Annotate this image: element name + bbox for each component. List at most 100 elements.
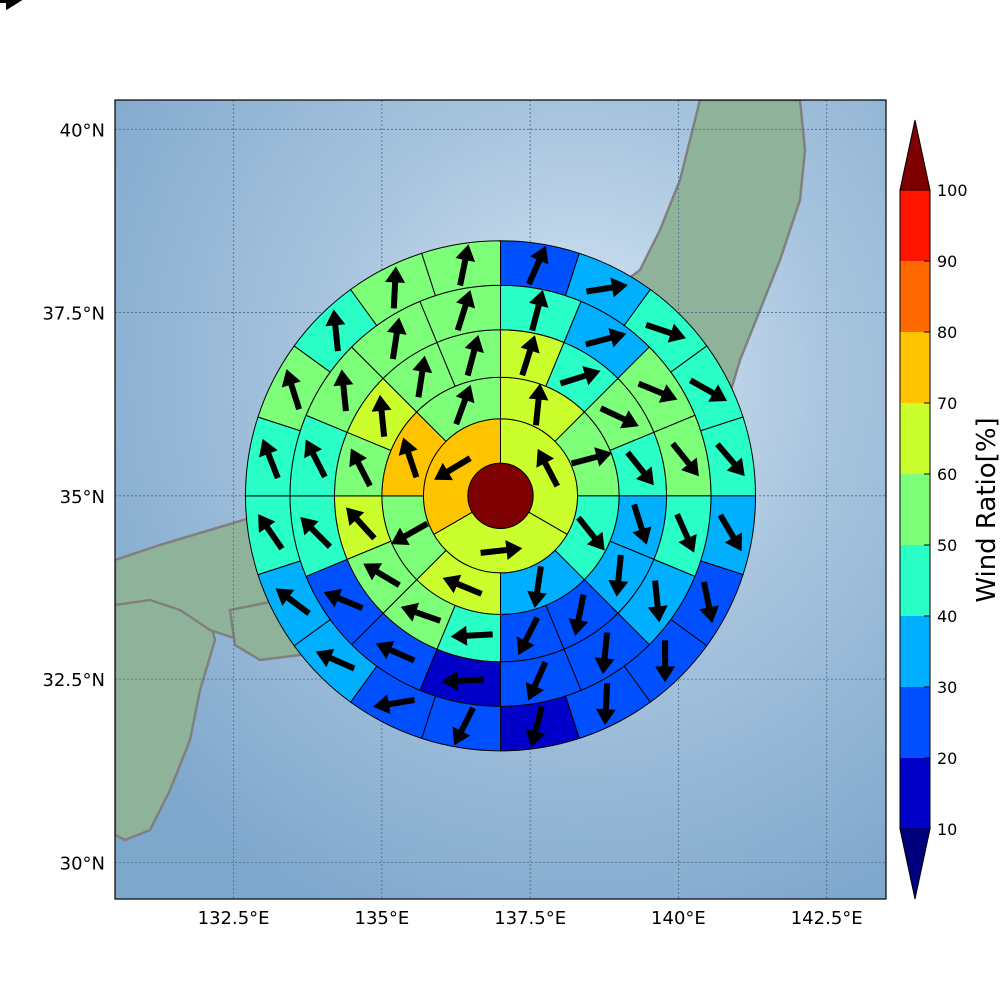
wind-arrow-r3-s5 xyxy=(631,503,652,545)
wind-arrow-r4-s8 xyxy=(525,661,549,701)
wind-arrow-r3-s8 xyxy=(516,616,540,656)
wind-arrow-r3-s9 xyxy=(450,625,493,646)
wind-arrow-r4-s11 xyxy=(323,588,364,611)
wind-arrow-r5-s15 xyxy=(258,514,285,551)
wind-arrow-r4-s9 xyxy=(441,670,484,691)
colorbar-segment-5 xyxy=(900,403,930,474)
wind-arrow-r5-s1 xyxy=(526,245,549,286)
wind-arrow-r5-s8 xyxy=(655,640,676,683)
map-panel[interactable] xyxy=(0,0,887,900)
wind-arrow-r2-s1 xyxy=(528,383,549,426)
wind-arrow-r2-s5 xyxy=(442,574,483,597)
colorbar-tick-label-0: 10 xyxy=(937,820,957,839)
wind-arrow-r3-s16 xyxy=(464,334,484,377)
wind-arrow-r5-s18 xyxy=(325,309,346,352)
wind-arrow-r1-s2 xyxy=(480,540,523,560)
wind-arrow-r6-s20 xyxy=(0,0,22,10)
center-cell xyxy=(467,462,534,529)
wind-arrow-r2-s2 xyxy=(570,447,613,467)
lat-tick-label-0: 30°N xyxy=(60,853,105,874)
wind-arrow-r5-s4 xyxy=(689,377,728,402)
wind-arrow-r5-s11 xyxy=(452,706,476,746)
wind-arrow-r3-s15 xyxy=(412,355,433,398)
wind-arrow-r4-s6 xyxy=(647,580,668,623)
wind-arrow-r4-s5 xyxy=(674,513,697,553)
wind-arrow-r3-s13 xyxy=(349,448,373,488)
wind-arrow-r5-s5 xyxy=(715,442,745,477)
wind-arrows xyxy=(0,0,745,748)
wind-arrow-r5-s19 xyxy=(385,266,406,309)
wind-arrow-r5-s7 xyxy=(699,581,719,624)
lon-tick-label-2: 137.5°E xyxy=(494,908,566,929)
lat-tick-label-2: 35°N xyxy=(60,487,105,508)
wind-arrow-r4-s4 xyxy=(670,441,699,477)
colorbar-tick-label-3: 40 xyxy=(937,607,957,626)
map-frame xyxy=(114,99,887,900)
wind-arrow-r3-s4 xyxy=(625,450,654,486)
colorbar-segment-4 xyxy=(900,474,930,545)
wind-arrow-r5-s2 xyxy=(585,277,628,298)
wind-arrow-r2-s7 xyxy=(398,437,420,479)
wind-arrow-r4-s15 xyxy=(386,317,407,360)
colorbar-tick-label-7: 80 xyxy=(937,323,957,342)
colorbar-title: Wind Ratio[%] xyxy=(972,417,1000,602)
wind-arrow-r3-s7 xyxy=(568,593,589,636)
colorbar-frame xyxy=(899,189,931,830)
lon-tick-label-3: 140°E xyxy=(651,908,706,929)
wind-arrow-r5-s17 xyxy=(281,369,302,411)
colorbar-segment-8 xyxy=(900,190,930,261)
wind-arrow-r3-s6 xyxy=(608,554,629,597)
wind-arrow-r5-s14 xyxy=(275,588,311,616)
wind-arrow-r5-s6 xyxy=(717,513,743,552)
colorbar-over-arrow xyxy=(899,119,931,191)
colorbar-tick-label-6: 70 xyxy=(937,394,957,413)
colorbar-tick-label-1: 20 xyxy=(937,749,957,768)
wind-arrow-r2-s3 xyxy=(576,515,605,551)
latitude-tick-labels: 30°N 32.5°N 35°N 37.5°N 40°N xyxy=(42,120,105,874)
colorbar-under-arrow xyxy=(899,828,931,900)
colorbar-tick-label-4: 50 xyxy=(937,536,957,555)
wind-arrow-r4-s16 xyxy=(454,290,476,332)
colorbar-tick-label-8: 90 xyxy=(937,252,957,271)
wind-arrow-r5-s3 xyxy=(645,322,686,343)
wind-arrow-r4-s1 xyxy=(529,289,549,332)
colorbar-segment-1 xyxy=(900,687,930,758)
wind-arrow-r5-s12 xyxy=(373,694,416,715)
wind-arrow-r5-s13 xyxy=(315,648,356,672)
colorbar-segment-7 xyxy=(900,261,930,332)
lon-tick-label-1: 135°E xyxy=(355,908,410,929)
lat-tick-label-1: 32.5°N xyxy=(42,670,105,691)
lat-tick-label-3: 37.5°N xyxy=(42,304,105,325)
colorbar-tick-label-5: 60 xyxy=(937,465,957,484)
wind-arrow-r2-s6 xyxy=(390,520,429,545)
wind-arrow-r4-s2 xyxy=(585,328,627,348)
wind-arrow-r5-s20 xyxy=(455,244,476,287)
wind-arrow-r3-s1 xyxy=(519,335,540,377)
wind-arrow-r3-s14 xyxy=(371,394,392,437)
colorbar-tick-label-9: 100 xyxy=(937,181,968,200)
wind-arrow-r3-s2 xyxy=(559,366,601,387)
wind-arrow-r3-s12 xyxy=(346,507,377,541)
lon-tick-label-0: 132.5°E xyxy=(198,908,270,929)
colorbar-tick-label-2: 30 xyxy=(937,678,957,697)
wind-arrow-r4-s7 xyxy=(594,632,615,675)
colorbar-segment-2 xyxy=(900,616,930,687)
colorbar-segment-6 xyxy=(900,332,930,403)
lon-tick-label-4: 142.5°E xyxy=(791,908,863,929)
wind-arrow-r4-s13 xyxy=(304,439,328,479)
longitude-tick-labels: 132.5°E 135°E 137.5°E 140°E 142.5°E xyxy=(198,908,863,929)
wind-arrow-r2-s4 xyxy=(527,566,547,609)
wind-arrow-r1-s1 xyxy=(536,448,560,488)
colorbar-segment-0 xyxy=(900,758,930,829)
wind-arrow-r1-s3 xyxy=(434,455,472,481)
wind-arrow-r5-s10 xyxy=(525,705,546,748)
wind-arrow-r3-s11 xyxy=(363,563,401,588)
wind-arrow-r4-s10 xyxy=(375,640,416,664)
wind-arrow-r2-s8 xyxy=(453,384,475,426)
wind-arrow-r5-s9 xyxy=(595,683,616,726)
wind-arrow-r3-s3 xyxy=(599,405,639,429)
wind-arrow-r4-s12 xyxy=(300,517,333,549)
wind-arrow-r4-s3 xyxy=(637,380,678,403)
wind-arrow-r3-s10 xyxy=(400,602,442,624)
